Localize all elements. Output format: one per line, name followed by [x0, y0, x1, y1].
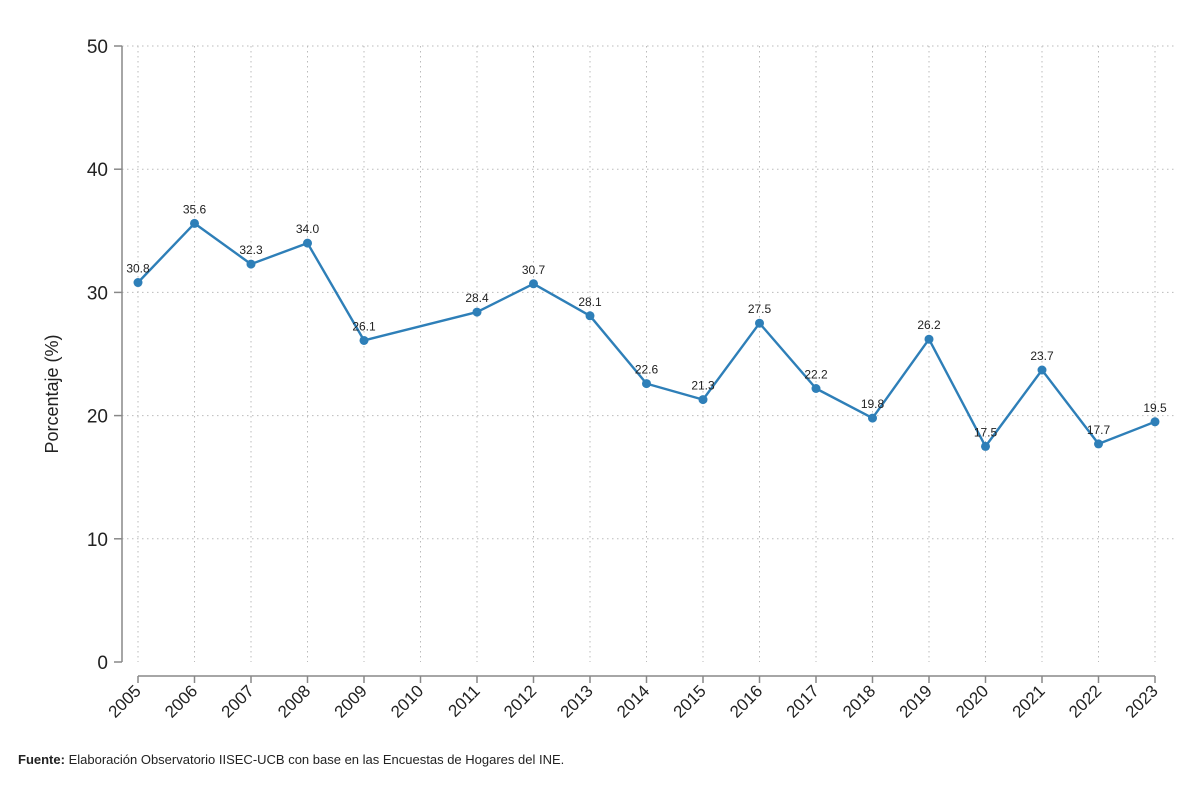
- data-point: [246, 259, 256, 269]
- y-tick-label: 20: [87, 407, 108, 428]
- data-point: [472, 307, 482, 317]
- data-point: [1094, 439, 1103, 449]
- axes: [114, 45, 1156, 683]
- data-point: [359, 335, 369, 345]
- x-tick-label: 2022: [1065, 681, 1105, 721]
- data-point: [924, 334, 934, 344]
- data-label: 26.1: [352, 319, 376, 333]
- x-tick-labels: 2005 2006 2007 2008 2009 2010 2011 2012 2013 2014…: [105, 681, 1162, 721]
- data-label: 23.7: [1030, 349, 1054, 363]
- source-note: Fuente: Elaboración Observatorio IISEC-U…: [18, 752, 564, 767]
- data-point: [642, 379, 651, 389]
- data-label: 35.6: [183, 202, 207, 216]
- x-tick-label: 2007: [218, 681, 258, 721]
- data-point: [868, 413, 877, 423]
- data-label: 21.3: [691, 379, 715, 393]
- data-labels: 30.8 35.6 32.3 34.0 26.1 28.4 30.7 28.1 22.6 21.3…: [126, 202, 1167, 439]
- y-tick-label: 50: [87, 37, 108, 58]
- data-point: [981, 441, 990, 451]
- x-tick-label: 2006: [161, 681, 201, 721]
- data-label: 28.4: [465, 291, 489, 305]
- x-tick-label: 2017: [783, 681, 823, 721]
- data-label: 26.2: [917, 318, 941, 332]
- data-label: 30.7: [522, 263, 546, 277]
- x-tick-label: 2021: [1009, 681, 1049, 721]
- source-prefix: Fuente:: [18, 752, 65, 767]
- data-label: 17.7: [1087, 423, 1111, 437]
- y-tick-labels: 0 10 20 30 40 50: [87, 37, 108, 674]
- y-tick-label: 40: [87, 160, 108, 181]
- grid-lines: [122, 45, 1175, 662]
- y-tick-label: 30: [87, 283, 108, 304]
- x-tick-label: 2014: [613, 681, 653, 721]
- data-label: 27.5: [748, 302, 772, 316]
- data-point: [190, 218, 199, 228]
- x-tick-label: 2008: [274, 681, 314, 721]
- data-point: [698, 395, 708, 405]
- x-tick-label: 2019: [896, 681, 936, 721]
- data-label: 22.6: [635, 363, 659, 377]
- data-label: 34.0: [296, 222, 320, 236]
- data-label: 32.3: [239, 243, 263, 257]
- data-points: [133, 218, 1160, 451]
- data-point: [1150, 417, 1160, 427]
- x-tick-label: 2020: [952, 681, 992, 721]
- data-label: 30.8: [126, 262, 150, 276]
- x-tick-label: 2005: [105, 681, 145, 721]
- x-tick-label: 2013: [557, 681, 597, 721]
- data-point: [755, 318, 764, 328]
- y-tick-label: 0: [97, 653, 108, 674]
- x-tick-label: 2016: [726, 681, 766, 721]
- data-label: 17.5: [974, 425, 998, 439]
- y-tick-label: 10: [87, 530, 108, 551]
- series-path: [137, 222, 1156, 448]
- x-tick-label: 2011: [445, 681, 484, 720]
- x-tick-label: 2018: [839, 681, 879, 721]
- source-text: Elaboración Observatorio IISEC-UCB con b…: [64, 752, 565, 767]
- data-label: 19.5: [1143, 401, 1167, 415]
- data-point: [303, 238, 312, 248]
- x-tick-label: 2023: [1122, 681, 1162, 721]
- data-label: 22.2: [804, 367, 828, 381]
- x-tick-label: 2012: [500, 681, 540, 721]
- data-label: 28.1: [578, 295, 602, 309]
- y-axis-label: Porcentaje (%): [42, 334, 62, 453]
- x-tick-label: 2010: [387, 681, 427, 721]
- data-point: [1037, 365, 1047, 375]
- data-point: [133, 278, 143, 288]
- data-point: [811, 383, 821, 393]
- x-tick-label: 2009: [331, 681, 371, 721]
- data-point: [585, 311, 595, 321]
- series-line: [137, 222, 1156, 448]
- data-point: [529, 279, 538, 289]
- x-tick-label: 2015: [670, 681, 710, 721]
- data-label: 19.8: [861, 397, 885, 411]
